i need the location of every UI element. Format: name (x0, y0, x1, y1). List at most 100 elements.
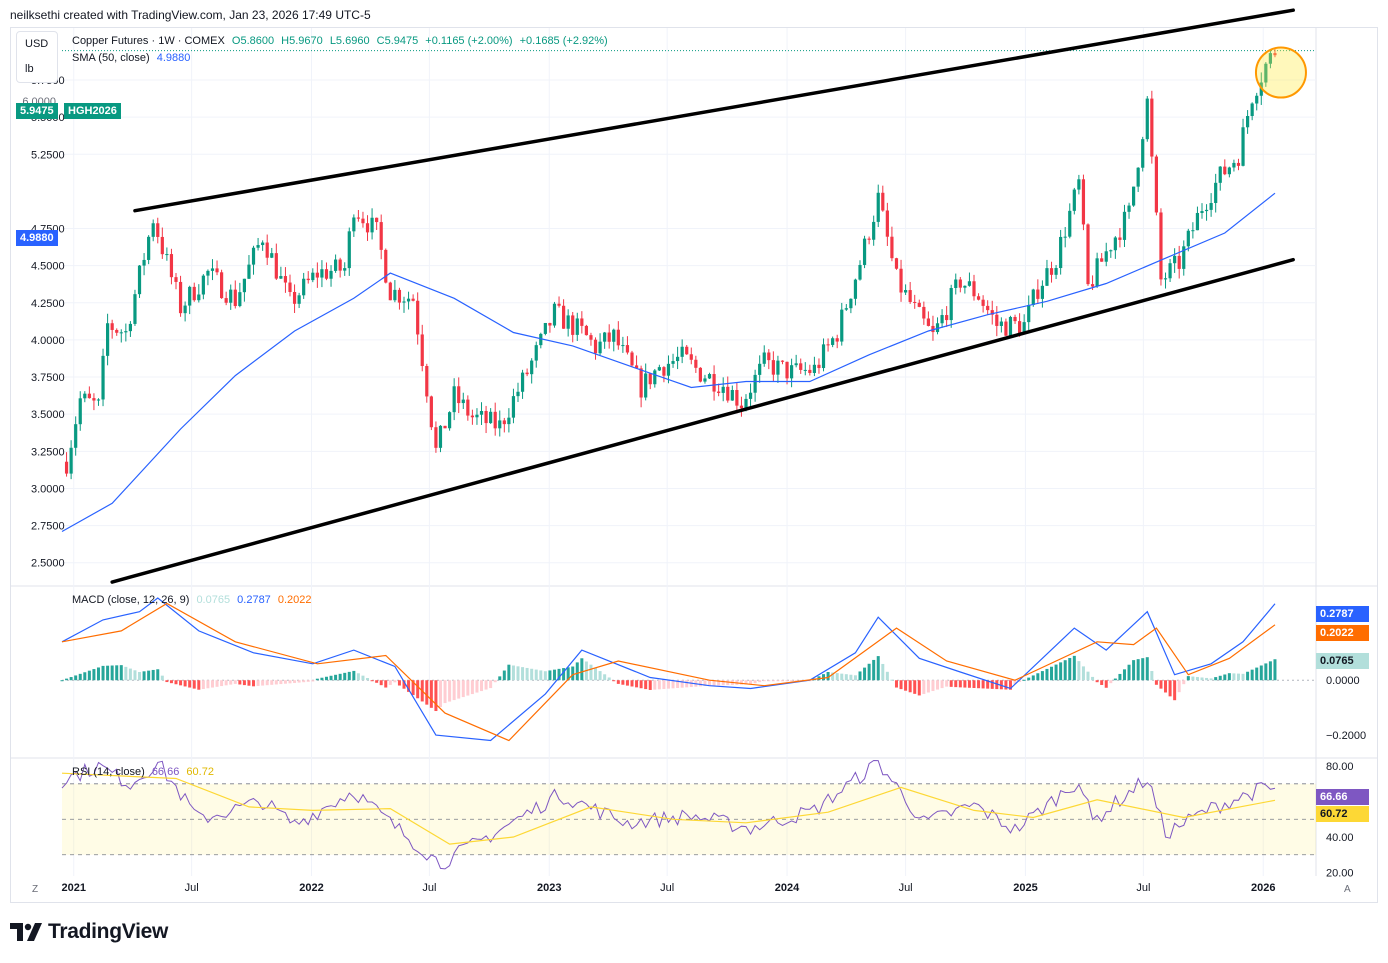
candle-body (771, 360, 775, 375)
candle-body (603, 332, 607, 342)
candle-body (343, 268, 347, 271)
candle-body (840, 309, 844, 342)
candle-body (607, 332, 611, 342)
macd-hist-bar (434, 680, 438, 712)
macd-hist-bar (822, 674, 826, 681)
candle-body (233, 289, 237, 307)
candle-body (443, 425, 447, 429)
macd-hist-bar (712, 680, 716, 686)
candle-body (726, 386, 730, 401)
candle-body (270, 253, 274, 258)
macd-hist-bar (498, 676, 502, 681)
candle-body (174, 277, 178, 282)
candle-body (935, 323, 940, 333)
candle-body (165, 254, 169, 256)
macd-hist-bar (197, 680, 201, 690)
macd-hist-bar (338, 673, 342, 681)
y-tick-label: 5.2500 (31, 149, 65, 161)
sma-legend: SMA (50, close) 4.9880 (72, 52, 194, 64)
unit-selector[interactable]: USD lb (16, 31, 58, 83)
macd-hist-bar (1127, 664, 1131, 681)
candle-body (1018, 321, 1022, 334)
macd-hist-bar (1072, 655, 1076, 681)
macd-hist-bar (739, 680, 743, 685)
macd-hist-bar (1205, 677, 1209, 681)
macd-hist-bar (1136, 659, 1140, 681)
candle-body (1072, 189, 1076, 211)
candle-body (247, 264, 251, 279)
macd-hist-bar (616, 680, 620, 684)
candle-body (703, 378, 707, 382)
macd-hist-bar (977, 680, 981, 689)
candle-body (539, 333, 543, 346)
change-value: +0.1165 (+2.00%) (425, 35, 513, 47)
candle-body (1068, 210, 1072, 237)
macd-hist-bar (721, 680, 725, 686)
macd-hist-bar (904, 680, 908, 691)
macd-hist-bar (238, 680, 242, 685)
candle-body (721, 386, 725, 393)
macd-hist-bar (534, 669, 538, 681)
candle-body (1049, 268, 1054, 275)
symbol-label: Copper Futures · 1W · COMEX (72, 35, 225, 47)
candle-body (1214, 182, 1218, 203)
macd-hist-bar (343, 672, 347, 681)
macd-hist-bar (1154, 680, 1158, 685)
y-tick-label: 2.7500 (31, 521, 65, 533)
candle-body (1118, 237, 1122, 240)
tradingview-logo[interactable]: TradingView (10, 920, 168, 944)
candle-body (707, 374, 712, 379)
candle-body (411, 298, 415, 301)
macd-signal-tag: 0.2022 (1316, 625, 1369, 641)
macd-hist-bar (1100, 680, 1104, 685)
macd-hist-bar (133, 670, 137, 681)
macd-hist-bar (1191, 676, 1195, 681)
macd-hist-bar (598, 671, 602, 681)
candle-body (197, 294, 201, 301)
macd-hist-bar (922, 680, 926, 694)
macd-hist-bar (530, 668, 534, 681)
candle-body (762, 352, 766, 364)
candle-body (457, 386, 461, 404)
attribution: neilksethi created with TradingView.com,… (10, 8, 371, 22)
candle-body (265, 242, 269, 258)
candle-body (329, 270, 333, 279)
macd-hist-bar (703, 680, 707, 687)
macd-hist-bar (931, 680, 935, 692)
candle-body (183, 305, 187, 314)
macd-hist-bar (119, 665, 123, 681)
macd-hist-bar (999, 680, 1003, 690)
candle-body (338, 259, 342, 271)
macd-hist-bar (1214, 677, 1218, 681)
candle-body (489, 411, 493, 424)
candle-body (384, 249, 388, 283)
macd-hist-bar (607, 677, 611, 681)
y-tick-label: 2.5000 (31, 558, 65, 570)
zoom-button[interactable]: Z (32, 884, 39, 895)
macd-hist-bar (575, 662, 579, 681)
candle-body (128, 323, 132, 332)
macd-hist-bar (566, 667, 570, 681)
macd-hist-bar (502, 670, 506, 681)
macd-hist-bar (324, 676, 328, 681)
macd-hist-bar (511, 665, 515, 681)
macd-hist-bar (726, 680, 730, 686)
candle-body (206, 270, 210, 276)
macd-hist-bar (1031, 675, 1035, 681)
macd-hist-bar (96, 667, 100, 681)
candle-body (511, 396, 516, 418)
macd-hist-bar (648, 680, 652, 690)
macd-hist-bar (142, 671, 146, 681)
candle-body (210, 268, 215, 271)
macd-hist-bar (630, 680, 634, 687)
macd-hist-bar (306, 680, 310, 682)
macd-hist-bar (1122, 669, 1126, 681)
candle-body (676, 356, 680, 362)
macd-hist-bar (981, 680, 985, 689)
candle-body (1104, 251, 1108, 262)
candle-body (516, 391, 520, 397)
macd-hist-bar (780, 680, 784, 682)
candle-body (876, 192, 880, 222)
auto-scale-button[interactable]: A (1344, 884, 1351, 895)
